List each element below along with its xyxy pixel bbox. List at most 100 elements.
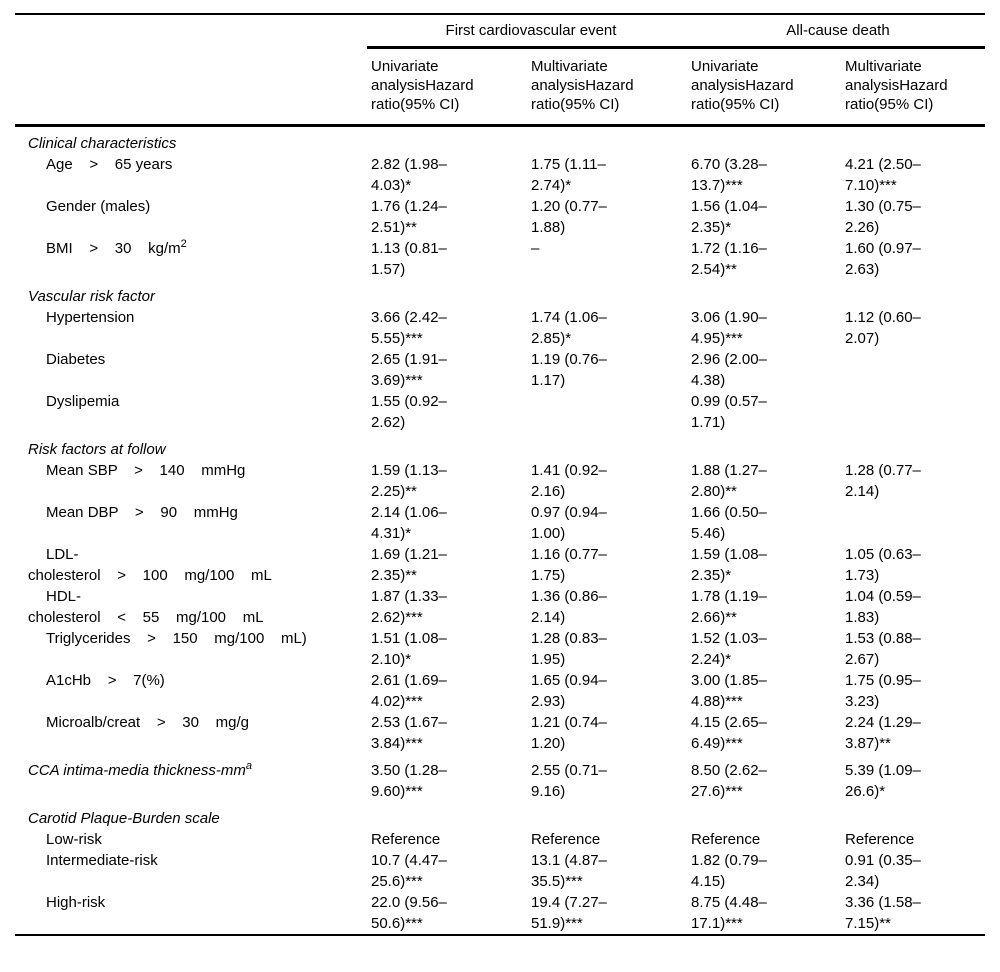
cell-value: 1.19 (0.76– 1.17) [531,351,607,389]
table-row: Mean DBP > 90 mmHg 2.14 (1.06– 4.31)* 0.97… [15,502,985,544]
row-label: A1cHb > 7(%) [46,672,165,689]
cell-value: 13.1 (4.87– 35.5)*** [531,852,607,890]
cell-value: 2.65 (1.91– 3.69)*** [371,351,447,389]
cell-value: 1.55 (0.92– 2.62) [371,393,447,431]
cell-value: 6.70 (3.28– 13.7)*** [691,156,767,194]
row-label: LDL- cholesterol > 100 mg/100 mL [28,546,272,584]
cell-value [371,808,531,829]
cell-value: 19.4 (7.27– 51.9)*** [531,894,607,932]
cell-value [845,349,985,391]
row-label: Gender (males) [46,198,151,215]
cell-value: 1.65 (0.94– 2.93) [531,672,607,710]
column-header-empty [15,57,371,114]
row-label: High-risk [46,894,106,911]
cell-value: 1.72 (1.16– 2.54)** [691,240,767,278]
cell-value: Reference [531,831,601,848]
cell-value: 3.36 (1.58– 7.15)** [845,894,921,932]
cell-value: 1.74 (1.06– 2.85)* [531,309,607,347]
cell-value [691,808,845,829]
cell-value: Reference [371,831,441,848]
table-row: Low-risk Reference Reference Reference Refer… [15,829,985,850]
row-label: Age > 65 years [46,156,173,173]
table-row: High-risk 22.0 (9.56– 50.6)*** 19.4 (7.27–… [15,892,985,934]
cell-value [845,133,985,154]
cell-value: 1.60 (0.97– 2.63) [845,240,921,278]
column-header-cv-univariate: Univariate analysisHazard ratio(95% CI) [371,58,474,113]
table-row: Age > 65 years 2.82 (1.98– 4.03)* 1.75 (1.… [15,154,985,196]
table-row: BMI > 30 kg/m2 1.13 (0.81– 1.57) – 1.72 (1.… [15,238,985,280]
cell-value [531,808,691,829]
cell-value: 0.91 (0.35– 2.34) [845,852,921,890]
cell-value [691,286,845,307]
cell-value: 1.51 (1.08– 2.10)* [371,630,447,668]
cell-value [371,439,531,460]
table-row: Mean SBP > 140 mmHg 1.59 (1.13– 2.25)** 1.… [15,460,985,502]
table-row: Diabetes 2.65 (1.91– 3.69)*** 1.19 (0.76– … [15,349,985,391]
cell-value: 1.78 (1.19– 2.66)** [691,588,767,626]
row-label: Mean SBP > 140 mmHg [46,462,246,479]
cell-value: 1.82 (0.79– 4.15) [691,852,767,890]
cell-value: 1.05 (0.63– 1.73) [845,546,921,584]
row-label: BMI > 30 kg/m2 [46,238,187,258]
cell-value: 1.30 (0.75– 2.26) [845,198,921,236]
cell-value: 1.16 (0.77– 1.75) [531,546,607,584]
cell-value: Reference [691,831,761,848]
table-row: Clinical characteristics [15,127,985,154]
row-label: Diabetes [46,351,106,368]
cell-value: 8.75 (4.48– 17.1)*** [691,894,767,932]
table-row: Gender (males) 1.76 (1.24– 2.51)** 1.20 (0… [15,196,985,238]
cell-value: 0.99 (0.57– 1.71) [691,393,767,431]
row-label: Hypertension [46,309,135,326]
cell-value [845,391,985,433]
hazard-ratio-table: First cardiovascular event All-cause dea… [15,13,985,936]
cell-value: 1.75 (0.95– 3.23) [845,672,921,710]
column-header-cv-multivariate: Multivariate analysisHazard ratio(95% CI… [531,58,634,113]
cell-value: 3.50 (1.28– 9.60)*** [371,762,447,800]
cell-value [691,439,845,460]
row-label: Mean DBP > 90 mmHg [46,504,238,521]
row-label: Microalb/creat > 30 mg/g [46,714,249,731]
table-row: CCA intima-media thickness-mma 3.50 (1.28… [15,754,985,802]
cell-value: 1.12 (0.60– 2.07) [845,309,921,347]
table-row: Microalb/creat > 30 mg/g 2.53 (1.67– 3.84… [15,712,985,754]
cell-value: 1.75 (1.11– 2.74)* [531,156,606,194]
cell-value: 1.13 (0.81– 1.57) [371,240,447,278]
cell-value: 1.69 (1.21– 2.35)** [371,546,447,584]
cell-value: 1.28 (0.83– 1.95) [531,630,607,668]
column-header-death-univariate: Univariate analysisHazard ratio(95% CI) [691,58,794,113]
cell-value: 1.56 (1.04– 2.35)* [691,198,767,236]
cell-value: 8.50 (2.62– 27.6)*** [691,762,767,800]
row-label: CCA intima-media thickness-mma [28,760,252,780]
top-rule [15,13,985,15]
row-label: Dyslipemia [46,393,120,410]
table-body: Clinical characteristics Age > 65 years 2.… [15,127,985,934]
spanner-all-cause-death: All-cause death [786,22,890,39]
row-label: Clinical characteristics [28,135,177,152]
table-row: HDL- cholesterol < 55 mg/100 mL 1.87 (1.3… [15,586,985,628]
cell-value: 1.87 (1.33– 2.62)*** [371,588,447,626]
table-row: Risk factors at follow [15,433,985,460]
cell-value: 1.88 (1.27– 2.80)** [691,462,767,500]
cell-value: 1.28 (0.77– 2.14) [845,462,921,500]
cell-value: 1.59 (1.13– 2.25)** [371,462,447,500]
cell-value: 1.52 (1.03– 2.24)* [691,630,767,668]
row-label: Intermediate-risk [46,852,158,869]
table-row: Hypertension 3.66 (2.42– 5.55)*** 1.74 (1.… [15,307,985,349]
cell-value: 2.82 (1.98– 4.03)* [371,156,447,194]
cell-value [845,502,985,544]
cell-value [531,286,691,307]
cell-value: 1.04 (0.59– 1.83) [845,588,921,626]
cell-value: 3.00 (1.85– 4.88)*** [691,672,767,710]
cell-value [845,439,985,460]
spanner-header-row: First cardiovascular event All-cause dea… [15,15,985,46]
spanner-rule-wrap [15,46,985,49]
cell-value: 1.36 (0.86– 2.14) [531,588,607,626]
header-bottom-rule [15,124,985,127]
row-label: Low-risk [46,831,102,848]
cell-value: 2.61 (1.69– 4.02)*** [371,672,447,710]
cell-value [531,133,691,154]
row-label: Triglycerides > 150 mg/100 mL) [46,630,307,647]
cell-value: Reference [845,831,915,848]
column-header-death-multivariate: Multivariate analysisHazard ratio(95% CI… [845,58,948,113]
